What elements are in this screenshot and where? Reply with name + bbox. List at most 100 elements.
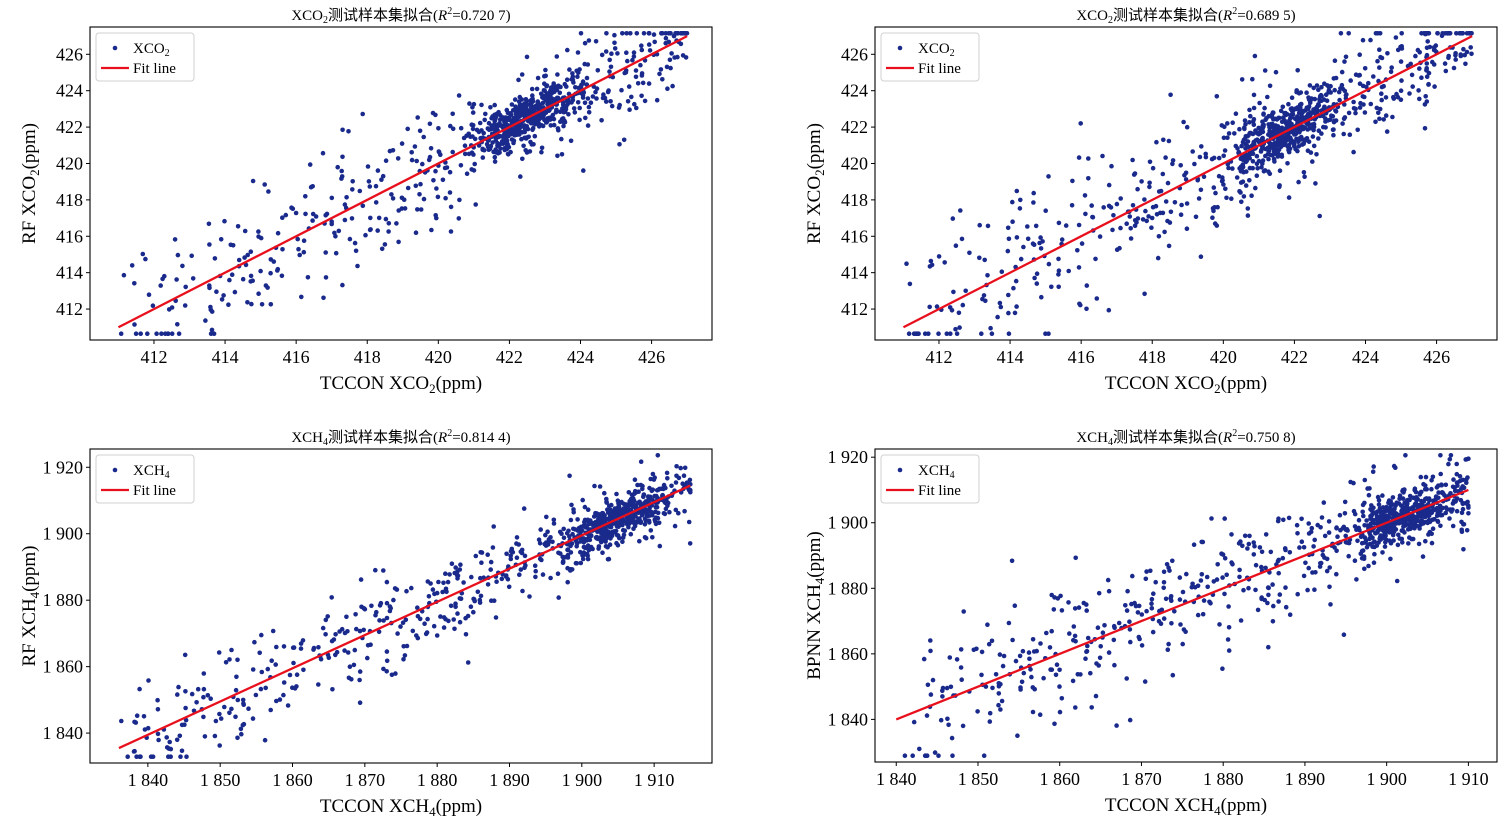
data-point — [1006, 620, 1012, 626]
y-tick-label: 424 — [56, 81, 83, 101]
data-point — [1364, 518, 1369, 523]
data-point — [519, 136, 524, 142]
data-point — [1285, 132, 1291, 137]
data-point — [527, 594, 532, 599]
data-point — [638, 62, 643, 68]
data-point — [1292, 116, 1298, 122]
data-point — [1267, 83, 1273, 89]
data-point — [1127, 717, 1133, 723]
data-point — [452, 626, 457, 632]
data-point — [557, 109, 563, 115]
data-point — [1198, 187, 1204, 193]
x-tick-label: 418 — [1139, 347, 1166, 367]
data-point — [1286, 101, 1291, 107]
data-point — [1316, 87, 1321, 93]
data-point — [1076, 222, 1082, 228]
data-point — [1408, 61, 1413, 67]
data-point — [386, 221, 392, 226]
data-point — [331, 637, 337, 642]
data-point — [1059, 608, 1065, 613]
data-point — [561, 526, 566, 532]
data-point — [1165, 647, 1171, 652]
data-point — [383, 158, 389, 163]
data-point — [146, 678, 151, 683]
data-point — [1046, 174, 1051, 179]
data-point — [1199, 572, 1205, 577]
data-point — [572, 527, 578, 532]
data-point — [567, 473, 572, 479]
data-point — [1201, 598, 1207, 603]
data-point — [1339, 82, 1345, 88]
data-point — [1078, 121, 1083, 126]
x-tick-label: 418 — [354, 347, 381, 367]
data-point — [606, 533, 611, 538]
data-point — [1209, 516, 1214, 521]
data-point — [1310, 134, 1316, 139]
data-point — [521, 103, 527, 109]
data-point — [493, 615, 499, 620]
data-point — [1217, 622, 1222, 627]
data-point — [658, 67, 664, 72]
data-point — [1046, 261, 1052, 267]
plot-frame — [874, 26, 1498, 341]
data-point — [1458, 52, 1463, 57]
data-point — [1310, 159, 1315, 164]
data-point — [959, 677, 964, 682]
data-point — [1181, 119, 1186, 125]
data-point — [1403, 453, 1408, 458]
data-point — [1462, 52, 1467, 58]
data-point — [578, 560, 584, 566]
x-tick-label: 1 850 — [958, 769, 999, 789]
data-point — [347, 664, 353, 669]
data-point — [582, 40, 588, 46]
data-point — [1426, 513, 1431, 519]
data-point — [674, 464, 679, 469]
data-point — [458, 125, 464, 131]
y-tick-label: 426 — [56, 44, 83, 64]
data-point — [663, 485, 668, 491]
data-point — [1309, 96, 1314, 101]
data-point — [447, 190, 453, 195]
data-point — [1381, 117, 1386, 122]
data-point — [1376, 502, 1382, 507]
data-point — [265, 666, 271, 672]
data-point — [1293, 106, 1298, 111]
data-point — [963, 288, 968, 294]
data-point — [1305, 121, 1310, 127]
data-point — [1222, 148, 1228, 153]
data-point — [1314, 83, 1320, 88]
data-point — [657, 486, 662, 492]
data-point — [1447, 31, 1453, 36]
data-point — [508, 553, 513, 558]
data-point — [522, 553, 528, 559]
data-point — [1021, 670, 1027, 676]
data-point — [925, 682, 931, 688]
data-point — [294, 684, 299, 689]
data-point — [455, 569, 460, 574]
data-point — [417, 128, 423, 134]
data-point — [678, 31, 684, 36]
data-point — [614, 491, 619, 497]
data-point — [257, 650, 263, 656]
data-point — [283, 212, 289, 218]
data-point — [420, 161, 425, 167]
data-point — [617, 521, 622, 527]
data-point — [1467, 31, 1473, 36]
data-point — [1337, 97, 1342, 103]
data-point — [998, 304, 1004, 310]
legend-point-marker — [897, 467, 903, 473]
data-point — [316, 682, 321, 687]
data-point — [125, 754, 130, 759]
data-point — [273, 662, 279, 667]
data-point — [568, 568, 573, 573]
data-point — [178, 754, 183, 759]
data-point — [141, 714, 147, 719]
data-point — [320, 150, 326, 156]
x-tick-label: 1 880 — [417, 770, 458, 790]
data-point — [1304, 90, 1309, 95]
data-point — [1154, 139, 1159, 145]
data-point — [339, 626, 345, 632]
data-point — [609, 51, 614, 56]
data-point — [996, 691, 1002, 696]
data-point — [512, 97, 518, 102]
